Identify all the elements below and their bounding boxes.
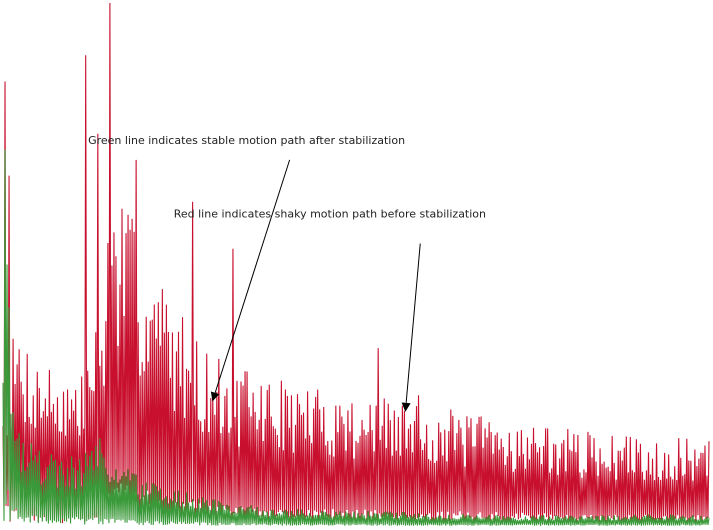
green-series-line	[2, 149, 710, 526]
green-annotation-arrow	[210, 159, 291, 402]
green-annotation-label: Green line indicates stable motion path …	[88, 134, 405, 147]
red-annotation-label: Red line indicates shaky motion path bef…	[174, 207, 486, 220]
annotation-layer: Green line indicates stable motion path …	[88, 134, 486, 412]
red-annotation-arrow	[401, 243, 421, 412]
red-series-line	[2, 2, 710, 525]
